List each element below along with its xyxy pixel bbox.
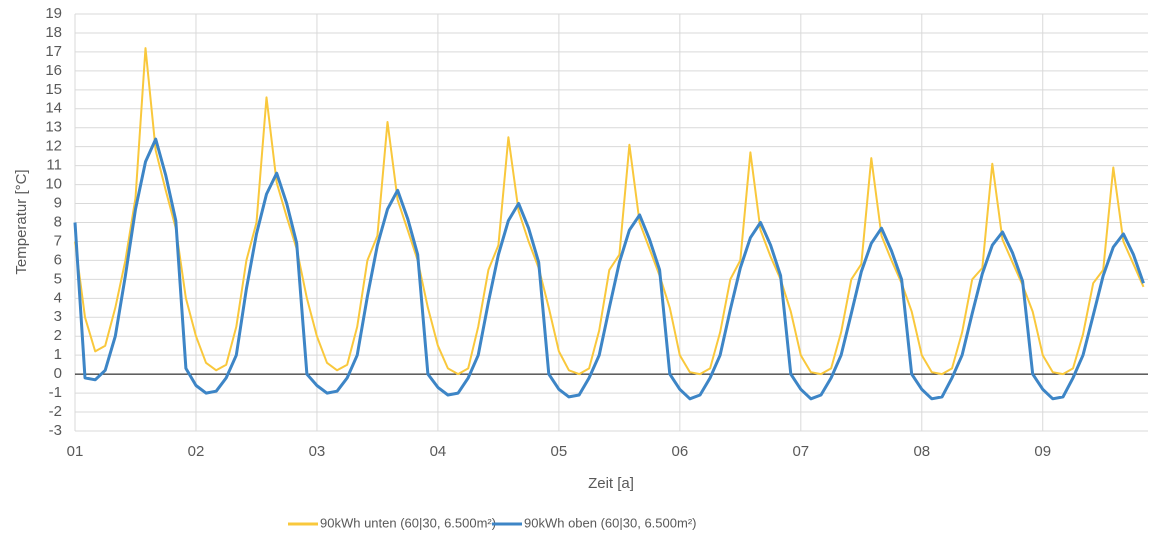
- series-line: [73, 137, 1145, 401]
- y-tick-label: 1: [54, 346, 62, 363]
- legend-label: 90kWh unten (60|30, 6.500m²): [320, 515, 496, 530]
- y-tick-label: 15: [45, 81, 62, 98]
- x-tick-label: 01: [67, 443, 84, 460]
- legend-label: 90kWh oben (60|30, 6.500m²): [524, 515, 696, 530]
- y-tick-label: 5: [54, 270, 62, 287]
- y-tick-label: 6: [54, 251, 62, 268]
- y-tick-label: 13: [45, 119, 62, 136]
- y-tick-label: 0: [54, 365, 62, 382]
- y-tick-label: 3: [54, 308, 62, 325]
- y-tick-label: 14: [45, 100, 62, 117]
- y-tick-label: 11: [46, 157, 62, 174]
- y-tick-label: 7: [54, 232, 62, 249]
- y-tick-label: 9: [54, 195, 62, 212]
- y-tick-label: 12: [45, 138, 62, 155]
- x-tick-label: 03: [309, 443, 326, 460]
- x-tick-label: 09: [1034, 443, 1051, 460]
- y-tick-label: 10: [45, 176, 62, 193]
- y-tick-label: -2: [49, 403, 62, 420]
- x-axis-label: Zeit [a]: [588, 475, 634, 492]
- series-line: [74, 47, 1145, 376]
- y-tick-label: 18: [45, 24, 62, 41]
- y-tick-label: -3: [49, 422, 62, 439]
- x-tick-label: 07: [792, 443, 809, 460]
- y-tick-label: 17: [45, 43, 62, 60]
- y-tick-label: 4: [54, 289, 62, 306]
- x-tick-label: 05: [551, 443, 568, 460]
- y-axis-label: Temperatur [°C]: [13, 169, 30, 274]
- y-tick-label: -1: [49, 384, 62, 401]
- y-tick-label: 19: [45, 5, 62, 22]
- y-tick-label: 8: [54, 213, 62, 230]
- x-tick-label: 02: [188, 443, 205, 460]
- x-tick-label: 06: [672, 443, 689, 460]
- y-tick-label: 16: [45, 62, 62, 79]
- x-tick-label: 08: [913, 443, 930, 460]
- x-tick-label: 04: [430, 443, 447, 460]
- y-tick-label: 2: [54, 327, 62, 344]
